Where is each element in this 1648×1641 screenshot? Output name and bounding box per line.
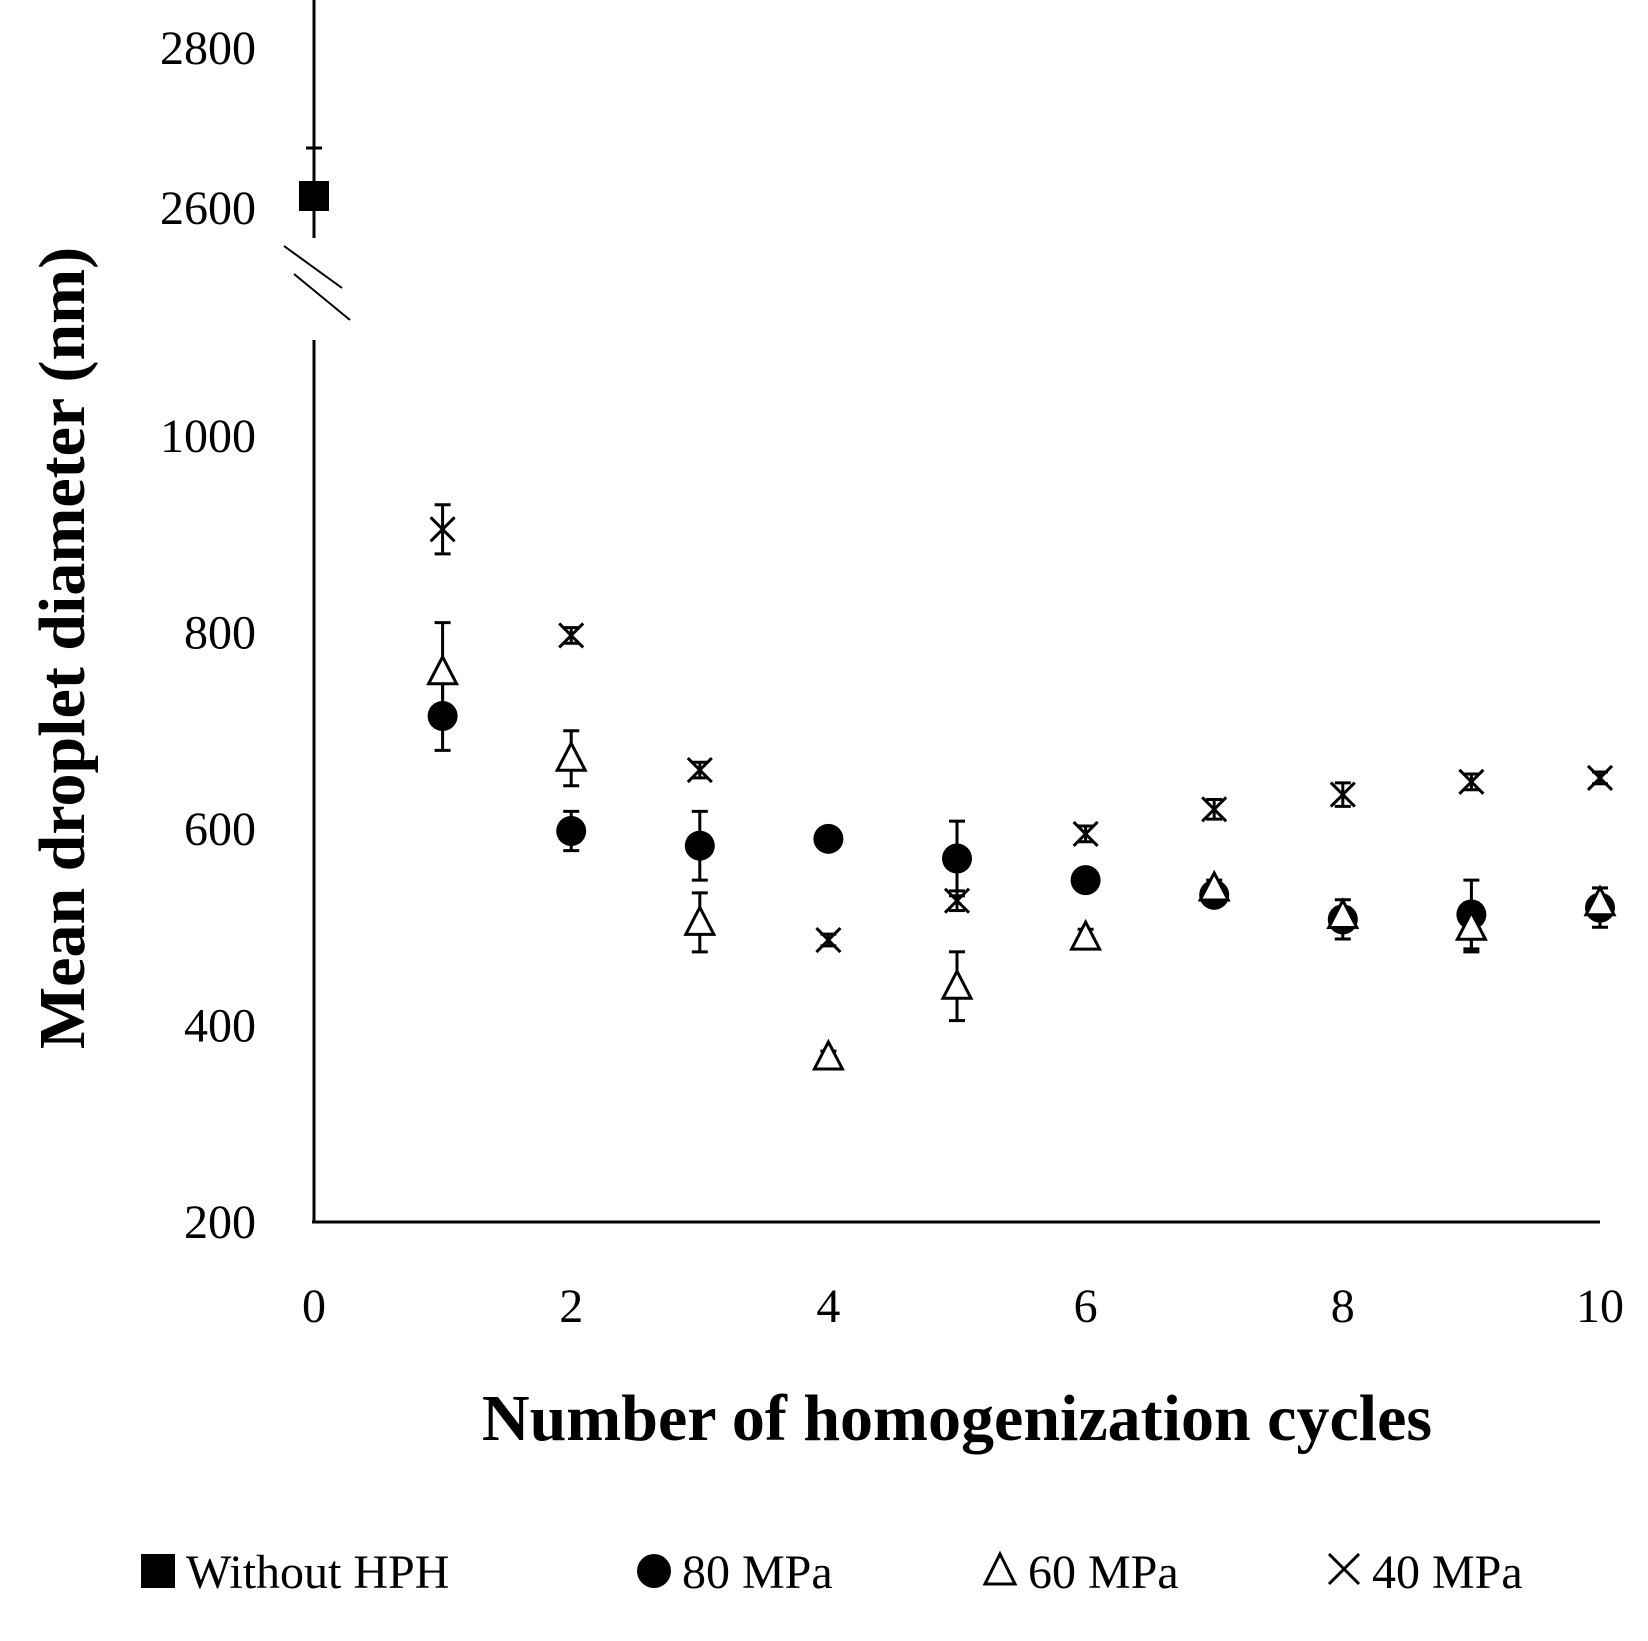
series-80-mpa: [427, 680, 1615, 951]
data-point: [1326, 897, 1360, 929]
axis-break-marker: [283, 245, 351, 321]
legend-marker: [637, 1554, 671, 1588]
x-ticks: 0 2 4 6 8 10: [302, 1280, 1624, 1333]
data-point: [558, 622, 585, 649]
y-tick-label: 200: [184, 1196, 256, 1249]
data-point: [684, 830, 715, 861]
data-point: [942, 843, 972, 874]
legend-item: 60 MPa: [982, 1546, 1179, 1599]
data-point: [299, 181, 329, 211]
y-tick-label: 600: [184, 803, 256, 856]
series-without-hph: [299, 0, 329, 211]
data-point: [1069, 918, 1103, 951]
data-point: [429, 516, 456, 543]
axes: [283, 48, 1600, 1224]
error-bar: [306, 0, 322, 150]
data-point: [1197, 869, 1231, 902]
data-point: [1329, 781, 1356, 808]
legend: Without HPH 80 MPa 60 MPa 40 MPa: [141, 1546, 1523, 1599]
data-point: [811, 1038, 845, 1071]
legend-item: 40 MPa: [1327, 1546, 1523, 1599]
legend-item: Without HPH: [141, 1546, 449, 1599]
data-point: [686, 756, 713, 784]
x-tick-label: 0: [302, 1280, 326, 1333]
data-point: [1070, 865, 1101, 896]
data-point: [1586, 764, 1614, 791]
y-tick-label: 2800: [160, 22, 256, 75]
legend-label: 60 MPa: [1028, 1546, 1179, 1599]
y-tick-label: 1000: [160, 410, 256, 463]
legend-label: 80 MPa: [682, 1546, 833, 1599]
y-ticks-lower: 200 400 600 800 1000: [160, 410, 256, 1249]
x-axis-title: Number of homogenization cycles: [482, 1382, 1432, 1455]
series-40-mpa: [429, 503, 1614, 954]
series-layer: [299, 0, 1617, 1071]
data-point: [1583, 884, 1617, 917]
data-point: [1201, 796, 1228, 823]
data-point: [940, 967, 974, 1000]
x-tick-label: 6: [1074, 1280, 1098, 1333]
data-point: [554, 740, 588, 772]
y-tick-label: 800: [184, 607, 256, 660]
y-tick-label: 2600: [160, 182, 256, 235]
data-point: [1454, 908, 1488, 941]
y-axis-title: Mean droplet diameter (nm): [26, 247, 99, 1049]
x-tick-label: 4: [816, 1280, 840, 1333]
legend-label: Without HPH: [186, 1546, 449, 1599]
data-point: [426, 653, 460, 686]
legend-item: 80 MPa: [637, 1546, 833, 1599]
legend-marker: [982, 1550, 1018, 1586]
y-tick-label: 400: [184, 1000, 256, 1053]
legend-marker: [1327, 1552, 1361, 1586]
x-tick-label: 2: [559, 1280, 583, 1333]
data-point: [683, 904, 717, 936]
data-point: [813, 823, 844, 854]
series-60-mpa: [426, 621, 1617, 1071]
data-point: [1072, 820, 1099, 847]
data-point: [556, 815, 587, 846]
data-point: [943, 887, 971, 914]
legend-label: 40 MPa: [1372, 1546, 1523, 1599]
data-point: [1458, 768, 1485, 795]
data-point: [815, 926, 842, 954]
y-ticks-upper: 2600 2800: [160, 22, 256, 235]
legend-marker: [141, 1554, 175, 1588]
x-tick-label: 8: [1331, 1280, 1355, 1333]
x-tick-label: 10: [1576, 1280, 1624, 1333]
